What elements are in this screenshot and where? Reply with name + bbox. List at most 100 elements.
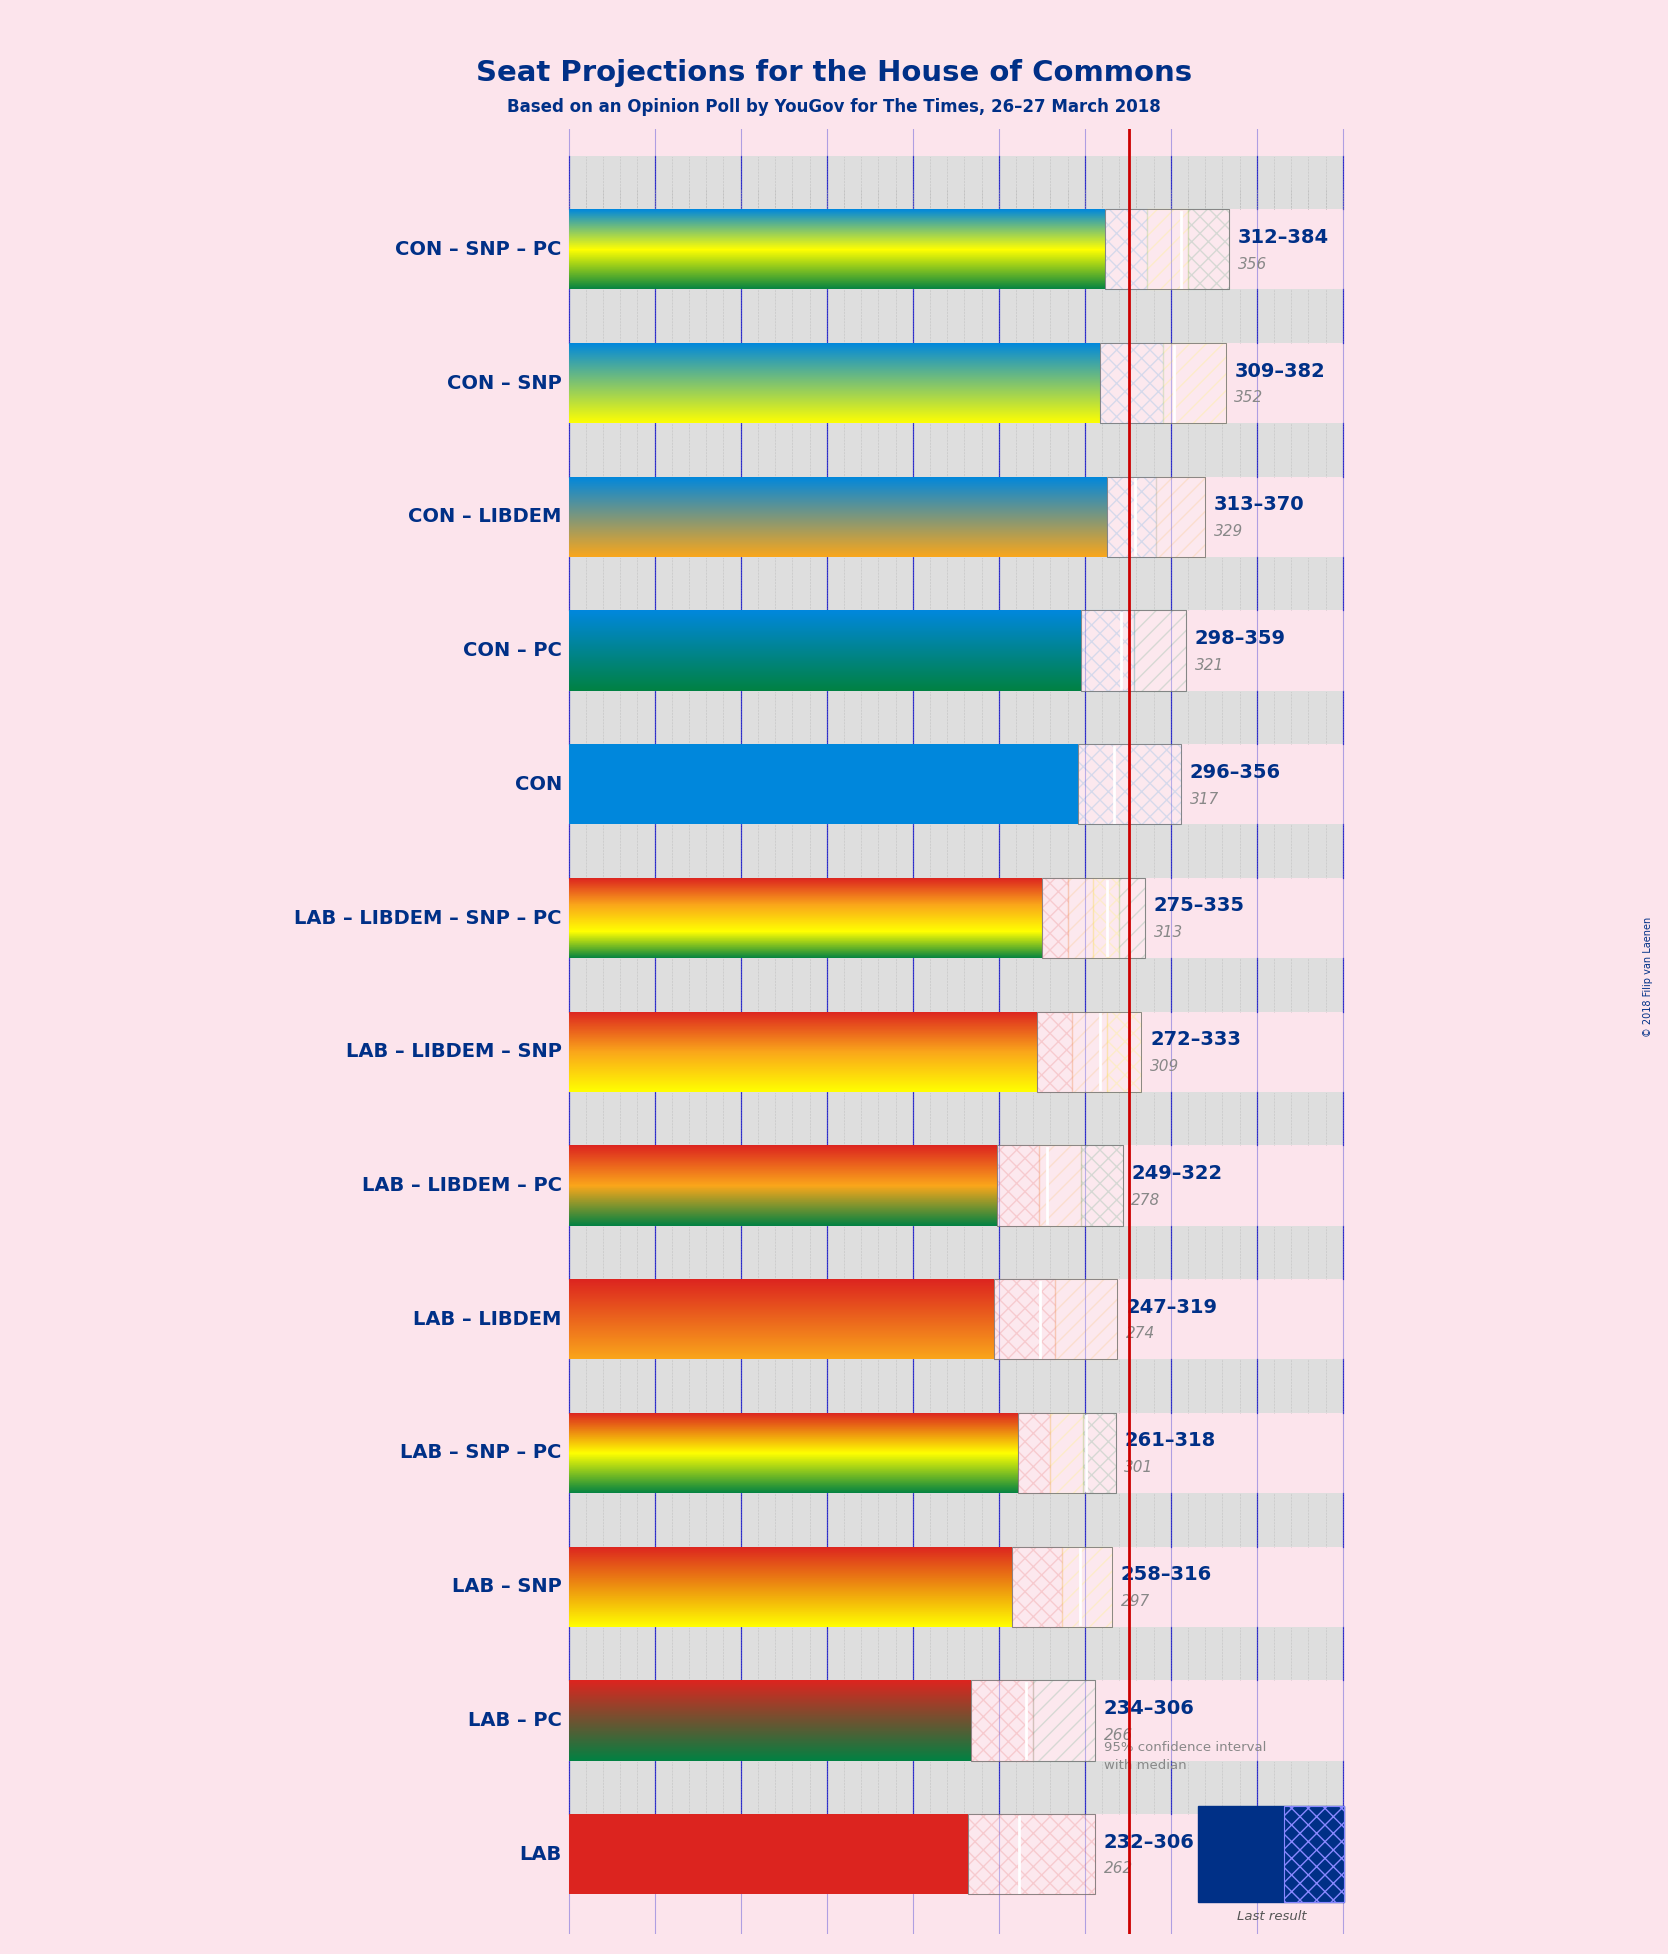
Text: 313–370: 313–370 (1214, 494, 1304, 514)
Bar (1081, 1145, 1123, 1225)
Bar (569, 1493, 1343, 1548)
Bar (1106, 209, 1229, 289)
Bar (1036, 1012, 1141, 1092)
Bar (1032, 1680, 1096, 1761)
Text: LAB – SNP: LAB – SNP (452, 1577, 562, 1596)
Bar (971, 1680, 1032, 1761)
Text: Last result: Last result (1236, 1911, 1306, 1923)
Bar (569, 289, 1343, 344)
Bar (994, 1280, 1118, 1360)
Bar (1106, 1012, 1141, 1092)
Text: 95% confidence interval
with median: 95% confidence interval with median (1104, 1741, 1266, 1772)
Bar (569, 1761, 1343, 1813)
Bar (1146, 209, 1188, 289)
Text: 266: 266 (1104, 1727, 1133, 1743)
Bar (1056, 1280, 1118, 1360)
Bar (569, 424, 1343, 477)
Text: 317: 317 (1189, 791, 1219, 807)
Bar (1108, 477, 1156, 557)
Bar (569, 825, 1343, 877)
Bar (1078, 744, 1181, 825)
Text: 258–316: 258–316 (1121, 1565, 1213, 1585)
Bar (1017, 1413, 1116, 1493)
Text: CON – SNP – PC: CON – SNP – PC (395, 240, 562, 258)
Text: 312–384: 312–384 (1238, 229, 1329, 246)
Text: 234–306: 234–306 (1104, 1698, 1194, 1718)
Text: LAB – LIBDEM – SNP: LAB – LIBDEM – SNP (345, 1041, 562, 1061)
Text: LAB: LAB (519, 1845, 562, 1864)
Text: 321: 321 (1194, 658, 1224, 672)
Bar (967, 1813, 1096, 1893)
Bar (1106, 209, 1146, 289)
Bar (1081, 610, 1134, 690)
Text: 247–319: 247–319 (1126, 1297, 1218, 1317)
Bar (1108, 477, 1204, 557)
Bar (1119, 877, 1144, 957)
Bar (569, 557, 1343, 610)
Bar (1042, 877, 1068, 957)
Bar (1081, 610, 1186, 690)
Bar (569, 690, 1343, 744)
Bar (1101, 344, 1226, 424)
Bar (1063, 1548, 1113, 1628)
Text: 329: 329 (1214, 524, 1243, 539)
Bar (997, 1145, 1123, 1225)
Text: 278: 278 (1131, 1192, 1161, 1208)
Bar (1012, 1548, 1063, 1628)
Text: 356: 356 (1238, 256, 1268, 272)
Text: LAB – LIBDEM – PC: LAB – LIBDEM – PC (362, 1176, 562, 1196)
Text: 296–356: 296–356 (1189, 762, 1281, 782)
Bar (1042, 877, 1144, 957)
Bar (1093, 877, 1119, 957)
Bar (1163, 344, 1226, 424)
Bar (1101, 344, 1163, 424)
Bar (1083, 1413, 1116, 1493)
Text: LAB – LIBDEM – SNP – PC: LAB – LIBDEM – SNP – PC (294, 909, 562, 928)
Bar (1198, 1805, 1344, 1903)
Bar (569, 190, 1343, 209)
Bar (1071, 1012, 1106, 1092)
Text: 272–333: 272–333 (1151, 1030, 1241, 1049)
Text: 249–322: 249–322 (1131, 1165, 1223, 1182)
Bar (994, 1280, 1056, 1360)
Bar (569, 1225, 1343, 1280)
Bar (1134, 610, 1186, 690)
Bar (1017, 1413, 1051, 1493)
Text: CON – LIBDEM: CON – LIBDEM (409, 508, 562, 526)
Text: 313: 313 (1154, 926, 1183, 940)
Text: 309–382: 309–382 (1234, 361, 1324, 381)
Text: 352: 352 (1234, 391, 1264, 404)
Text: Based on an Opinion Poll by YouGov for The Times, 26–27 March 2018: Based on an Opinion Poll by YouGov for T… (507, 98, 1161, 115)
Bar (967, 1813, 1096, 1893)
Bar (569, 957, 1343, 1012)
Text: LAB – PC: LAB – PC (469, 1712, 562, 1729)
Bar (569, 1360, 1343, 1413)
Text: LAB – LIBDEM: LAB – LIBDEM (414, 1309, 562, 1329)
Bar (1078, 744, 1181, 825)
Text: CON: CON (514, 776, 562, 793)
Text: 262: 262 (1104, 1862, 1133, 1876)
Bar (1051, 1413, 1083, 1493)
Bar (569, 156, 1343, 209)
Text: LAB – SNP – PC: LAB – SNP – PC (400, 1444, 562, 1462)
Bar (997, 1145, 1039, 1225)
Text: 297: 297 (1121, 1594, 1151, 1608)
Text: 274: 274 (1126, 1327, 1156, 1342)
Text: 301: 301 (1124, 1460, 1154, 1475)
Text: Seat Projections for the House of Commons: Seat Projections for the House of Common… (475, 59, 1193, 86)
Bar (569, 1628, 1343, 1680)
Bar (569, 1092, 1343, 1145)
Text: 261–318: 261–318 (1124, 1432, 1216, 1450)
Text: 298–359: 298–359 (1194, 629, 1286, 649)
Text: CON – PC: CON – PC (464, 641, 562, 660)
Text: CON – SNP: CON – SNP (447, 373, 562, 393)
Bar (971, 1680, 1094, 1761)
Bar (1156, 477, 1204, 557)
Text: 232–306: 232–306 (1104, 1833, 1194, 1852)
Bar (1068, 877, 1093, 957)
Text: © 2018 Filip van Laenen: © 2018 Filip van Laenen (1643, 916, 1653, 1038)
Text: 309: 309 (1151, 1059, 1179, 1075)
Bar (1039, 1145, 1081, 1225)
Bar (1284, 1805, 1344, 1903)
Bar (1036, 1012, 1071, 1092)
